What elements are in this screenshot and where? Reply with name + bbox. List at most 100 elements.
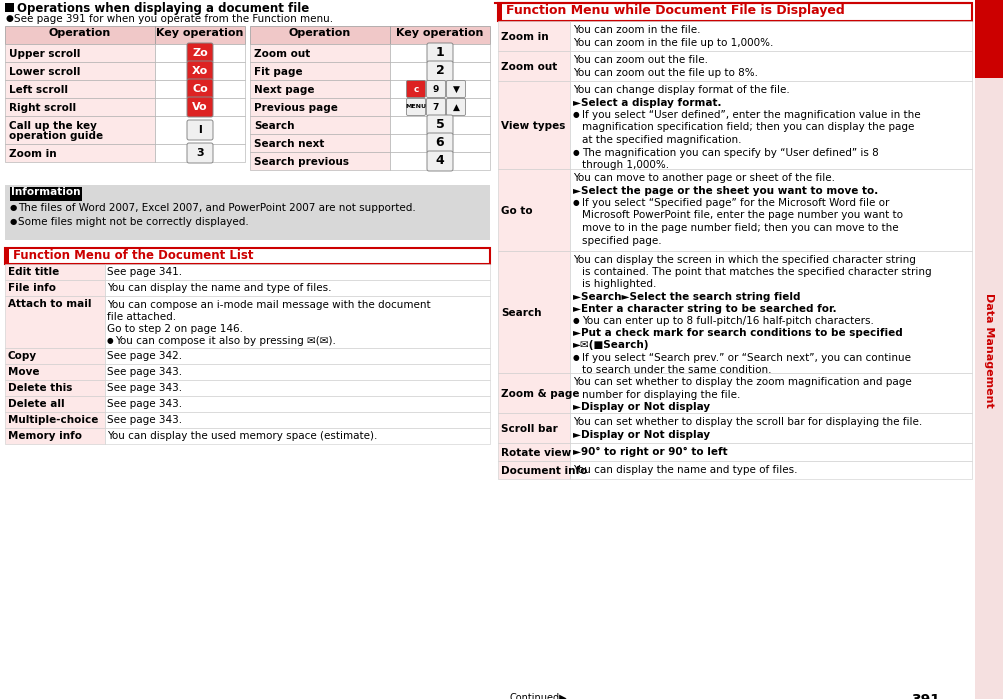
Bar xyxy=(570,21,971,51)
Text: See page 343.: See page 343. xyxy=(107,415,182,425)
Bar xyxy=(105,348,489,364)
Text: You can display the name and type of files.: You can display the name and type of fil… xyxy=(573,465,796,475)
Text: 6: 6 xyxy=(435,136,444,150)
Text: Xo: Xo xyxy=(192,66,208,76)
Text: 3: 3 xyxy=(196,148,204,158)
Text: at the specified magnification.: at the specified magnification. xyxy=(582,135,741,145)
Bar xyxy=(570,443,971,461)
Bar xyxy=(5,144,154,162)
Text: ●: ● xyxy=(573,147,579,157)
Text: specified page.: specified page. xyxy=(582,236,661,245)
Bar xyxy=(389,116,489,134)
Bar xyxy=(389,152,489,170)
Text: Function Menu while Document File is Displayed: Function Menu while Document File is Dis… xyxy=(506,4,844,17)
Bar xyxy=(105,428,489,444)
Text: move to in the page number field; then you can move to the: move to in the page number field; then y… xyxy=(582,223,898,233)
FancyBboxPatch shape xyxy=(426,99,445,115)
Text: The files of Word 2007, Excel 2007, and PowerPoint 2007 are not supported.: The files of Word 2007, Excel 2007, and … xyxy=(18,203,415,213)
Bar xyxy=(250,134,389,152)
Text: Function Menu of the Document List: Function Menu of the Document List xyxy=(13,249,253,262)
Text: Next page: Next page xyxy=(254,85,314,95)
Text: ▲: ▲ xyxy=(452,103,459,112)
Text: Edit title: Edit title xyxy=(8,267,59,277)
Text: ●: ● xyxy=(6,14,14,23)
Bar xyxy=(497,3,502,21)
Bar xyxy=(105,396,489,412)
Text: See page 391 for when you operate from the Function menu.: See page 391 for when you operate from t… xyxy=(14,14,333,24)
Bar xyxy=(570,169,971,251)
Bar xyxy=(250,62,389,80)
Bar xyxy=(154,98,245,116)
Text: operation guide: operation guide xyxy=(9,131,103,141)
Bar xyxy=(389,62,489,80)
Bar xyxy=(494,0,974,699)
Bar xyxy=(5,280,105,296)
Bar xyxy=(5,3,14,12)
Text: You can enter up to 8 full-pitch/16 half-pitch characters.: You can enter up to 8 full-pitch/16 half… xyxy=(582,316,873,326)
Bar xyxy=(570,51,971,81)
Text: You can move to another page or sheet of the file.: You can move to another page or sheet of… xyxy=(573,173,834,183)
FancyBboxPatch shape xyxy=(187,97,213,117)
Bar xyxy=(5,396,105,412)
Text: You can set whether to display the scroll bar for displaying the file.: You can set whether to display the scrol… xyxy=(573,417,922,427)
Text: Upper scroll: Upper scroll xyxy=(9,49,80,59)
FancyBboxPatch shape xyxy=(426,61,452,81)
Text: You can display the name and type of files.: You can display the name and type of fil… xyxy=(107,283,331,293)
FancyBboxPatch shape xyxy=(446,99,465,115)
Bar xyxy=(105,364,489,380)
Text: Go to step 2 on page 146.: Go to step 2 on page 146. xyxy=(107,324,243,334)
Text: Search next: Search next xyxy=(254,139,324,149)
Text: 4: 4 xyxy=(435,154,444,168)
Text: l: l xyxy=(198,125,202,135)
Bar xyxy=(154,116,245,144)
Text: Zoom out: Zoom out xyxy=(254,49,310,59)
Bar xyxy=(497,81,570,169)
FancyBboxPatch shape xyxy=(446,80,465,97)
Bar xyxy=(154,26,245,44)
Bar xyxy=(570,413,971,443)
Bar xyxy=(497,21,570,51)
Text: ●: ● xyxy=(573,110,579,119)
Text: View types: View types xyxy=(500,121,565,131)
Bar xyxy=(497,413,570,443)
Bar xyxy=(154,80,245,98)
Bar xyxy=(497,461,570,479)
FancyBboxPatch shape xyxy=(426,133,452,153)
Text: Operation: Operation xyxy=(289,28,351,38)
Text: through 1,000%.: through 1,000%. xyxy=(582,160,668,170)
Text: is contained. The point that matches the specified character string: is contained. The point that matches the… xyxy=(582,267,931,278)
Bar xyxy=(154,44,245,62)
Text: Zoom & page: Zoom & page xyxy=(500,389,579,399)
Text: Key operation: Key operation xyxy=(396,28,483,38)
Bar xyxy=(974,0,1003,78)
Text: See page 341.: See page 341. xyxy=(107,267,182,277)
Text: Some files might not be correctly displayed.: Some files might not be correctly displa… xyxy=(18,217,249,227)
Bar xyxy=(389,98,489,116)
Text: 1: 1 xyxy=(435,47,444,59)
Text: ►Select the page or the sheet you want to move to.: ►Select the page or the sheet you want t… xyxy=(573,185,878,196)
Text: Zoom in: Zoom in xyxy=(500,32,548,42)
Bar xyxy=(5,248,9,264)
Bar xyxy=(389,80,489,98)
Text: See page 343.: See page 343. xyxy=(107,383,182,393)
Text: Information: Information xyxy=(11,187,80,197)
Bar xyxy=(570,461,971,479)
Text: 2: 2 xyxy=(435,64,444,78)
Bar xyxy=(105,412,489,428)
Bar xyxy=(105,280,489,296)
Bar xyxy=(5,44,154,62)
Bar xyxy=(250,152,389,170)
Text: File info: File info xyxy=(8,283,56,293)
Text: ►Display or Not display: ►Display or Not display xyxy=(573,402,709,412)
Text: number for displaying the file.: number for displaying the file. xyxy=(582,389,739,400)
Text: Delete all: Delete all xyxy=(8,399,64,409)
Bar xyxy=(5,98,154,116)
Text: You can compose it also by pressing ✉(✉).: You can compose it also by pressing ✉(✉)… xyxy=(115,336,336,346)
Bar xyxy=(497,373,570,413)
Text: ►✉(■Search): ►✉(■Search) xyxy=(573,340,649,350)
Bar xyxy=(497,443,570,461)
Text: See page 342.: See page 342. xyxy=(107,351,182,361)
Bar xyxy=(570,81,971,169)
Text: Copy: Copy xyxy=(8,351,37,361)
Bar xyxy=(154,62,245,80)
